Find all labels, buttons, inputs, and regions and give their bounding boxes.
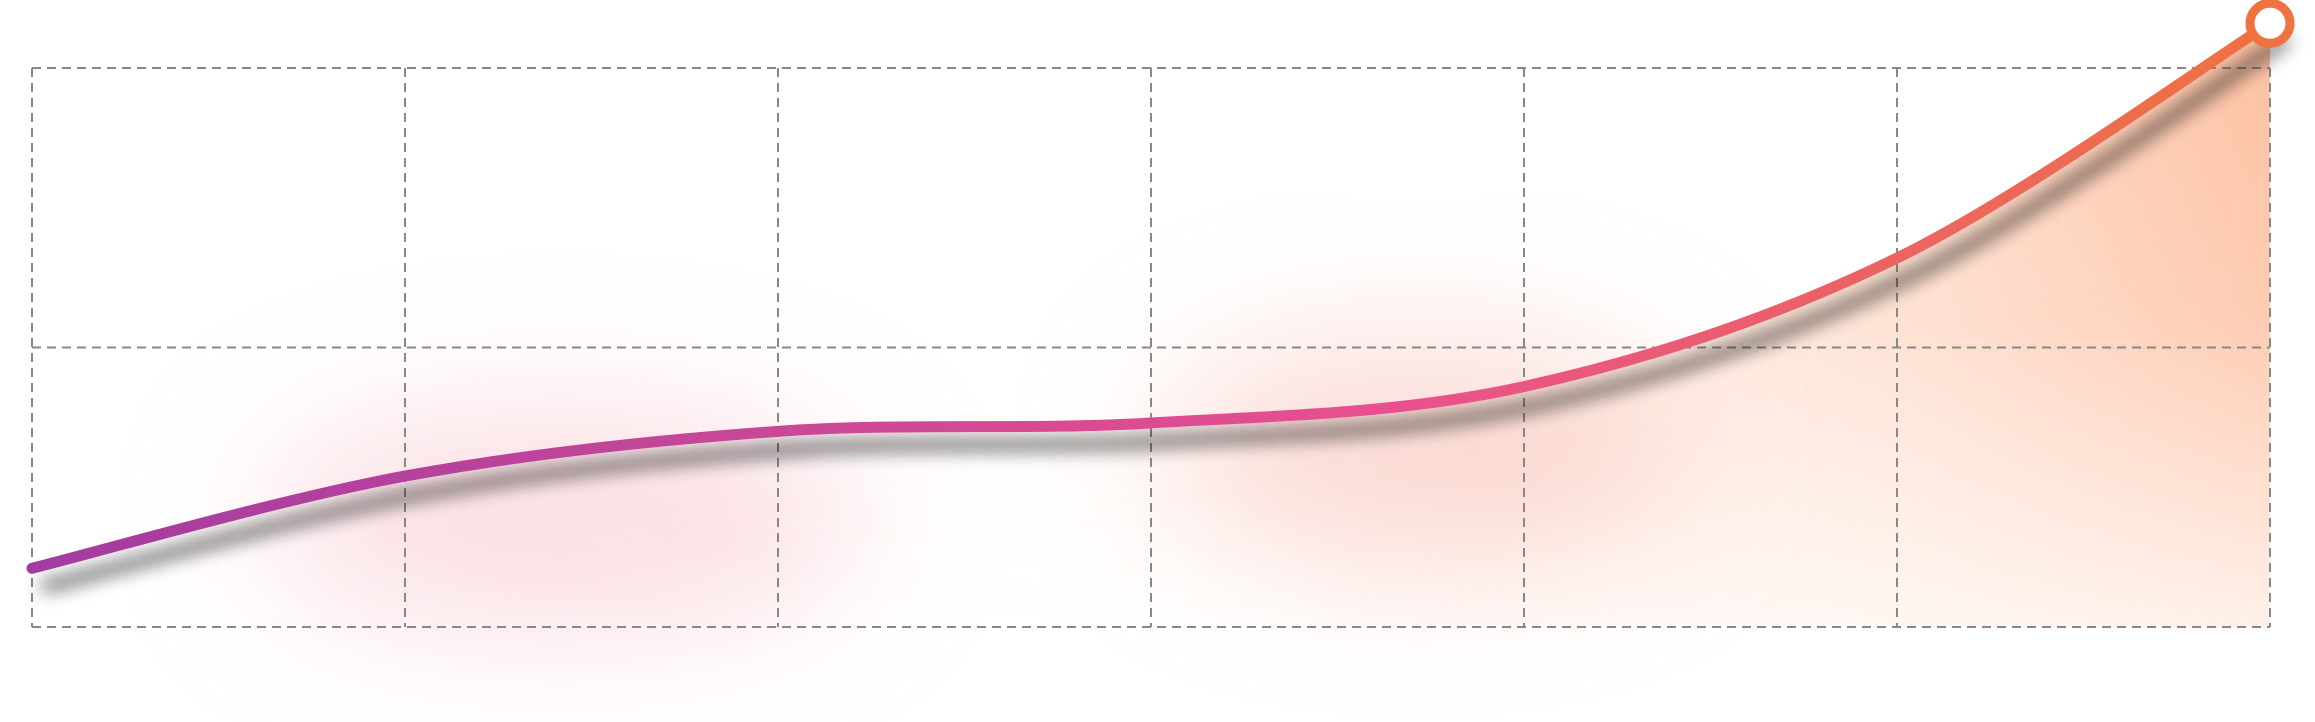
end-point-marker: [2245, 0, 2295, 48]
area-fill: [32, 23, 2270, 627]
series-line: [26, 17, 2276, 574]
grid: [31, 67, 2271, 628]
